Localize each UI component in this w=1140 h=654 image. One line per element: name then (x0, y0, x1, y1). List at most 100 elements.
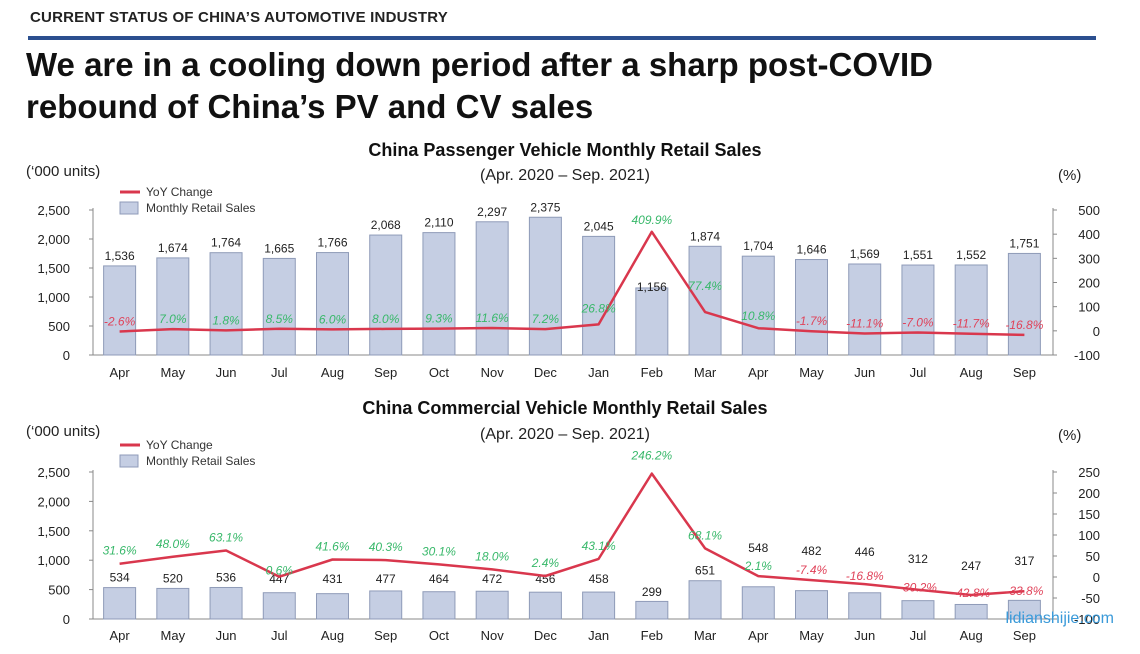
chart1-bar-value-label: 1,874 (690, 229, 720, 243)
chart2-yoy-value-label: -33.8% (1005, 584, 1043, 598)
chart1-yoy-value-label: -7.0% (902, 316, 934, 330)
chart2-bar-value-label: 477 (376, 572, 396, 586)
chart2-bar (422, 591, 456, 620)
chart2-legend-yoy: YoY Change (146, 438, 213, 452)
chart1-yoy-value-label: 8.5% (266, 312, 294, 326)
chart1-bar (741, 255, 775, 356)
chart1-bar-value-label: 1,674 (158, 241, 188, 255)
chart1-yoy-value-label: -16.8% (1005, 318, 1043, 332)
watermark: lidianshijie.com (1005, 610, 1115, 627)
chart1-y-tick-label: 2,500 (37, 203, 70, 218)
chart1-yoy-value-label: 9.3% (425, 312, 453, 326)
chart2-yoy-value-label: 43.1% (582, 539, 616, 553)
chart2-y2-tick-label: -50 (1081, 591, 1100, 606)
chart1-category-label: Mar (694, 365, 717, 380)
chart2-y-tick-label: 500 (48, 583, 70, 598)
chart2-yoy-value-label: 41.6% (315, 540, 349, 554)
chart1-bar (103, 265, 137, 356)
chart2-category-label: Jul (910, 628, 927, 643)
chart1-bar (422, 232, 456, 356)
chart2-yoy-value-label: 18.0% (475, 549, 509, 563)
chart1-category-label: Jan (588, 365, 609, 380)
chart2-yoy-value-label: 2.1% (744, 559, 773, 573)
chart1-bar-value-label: 1,536 (105, 249, 135, 263)
chart1-yoy-value-label: -2.6% (104, 314, 136, 328)
chart2-category-label: Jun (216, 628, 237, 643)
chart1-bar (635, 287, 669, 356)
chart1-bar-value-label: 1,646 (796, 243, 826, 257)
headline-line-2: rebound of China’s PV and CV sales (26, 88, 594, 125)
chart2-y2-tick-label: 100 (1078, 528, 1100, 543)
chart1-y2-tick-label: 200 (1078, 276, 1100, 291)
header-rule (28, 36, 1096, 40)
chart1-bar-value-label: 2,297 (477, 205, 507, 219)
chart1-category-label: Dec (534, 365, 558, 380)
chart1-yoy-value-label: -11.1% (846, 317, 883, 331)
section-label: CURRENT STATUS OF CHINA’S AUTOMOTIVE IND… (30, 9, 448, 26)
chart2-category-label: Sep (374, 628, 397, 643)
chart2-category-label: Apr (748, 628, 769, 643)
chart1-y2-tick-label: 0 (1093, 324, 1100, 339)
chart1-bar (156, 257, 190, 356)
chart2-category-label: Aug (321, 628, 344, 643)
chart2-category-label: Feb (641, 628, 663, 643)
chart2-category-label: Oct (429, 628, 450, 643)
chart1-yoy-value-label: -11.7% (953, 317, 990, 331)
chart2-category-label: Apr (109, 628, 130, 643)
chart2-bar-value-label: 536 (216, 570, 236, 584)
chart1-y2-axis-label: (%) (1058, 167, 1081, 184)
chart2-yoy-value-label: 30.1% (422, 544, 456, 558)
headline-line-1: We are in a cooling down period after a … (26, 46, 934, 83)
chart1-category-label: Aug (960, 365, 983, 380)
chart1-y2-tick-label: 100 (1078, 300, 1100, 315)
chart2-category-label: Jun (854, 628, 875, 643)
chart2-yoy-value-label: 246.2% (630, 449, 672, 463)
chart1-bar-value-label: 1,764 (211, 236, 241, 250)
chart2-bar-value-label: 312 (908, 552, 928, 566)
chart2-y2-tick-label: 250 (1078, 465, 1100, 480)
chart1-category-label: Sep (1013, 365, 1036, 380)
chart1-category-label: Nov (481, 365, 505, 380)
chart2-y-axis-label: (‘000 units) (26, 423, 100, 440)
chart2-bar-value-label: 247 (961, 559, 981, 573)
chart1-y2-tick-label: 500 (1078, 203, 1100, 218)
chart2-bar (1007, 599, 1041, 620)
chart1-yoy-value-label: 7.0% (159, 312, 187, 326)
chart2-bar-value-label: 464 (429, 572, 449, 586)
chart1-category-label: Jul (910, 365, 927, 380)
chart1-y-tick-label: 2,000 (37, 232, 70, 247)
chart2-bar-value-label: 651 (695, 564, 715, 578)
chart2-category-label: Jan (588, 628, 609, 643)
chart2-bar (262, 592, 296, 620)
chart1-bar (1007, 252, 1041, 356)
chart2-yoy-value-label: 40.3% (369, 540, 403, 554)
chart1-category-label: Jun (216, 365, 237, 380)
chart1-yoy-value-label: 409.9% (631, 213, 672, 227)
chart2-y2-tick-label: 150 (1078, 507, 1100, 522)
chart1-yoy-value-label: 7.2% (532, 312, 560, 326)
chart1-bar (954, 264, 988, 356)
chart1-y2-tick-label: 300 (1078, 251, 1100, 266)
chart2-bar-value-label: 534 (110, 571, 130, 585)
chart1-bar-value-label: 2,110 (424, 216, 453, 230)
chart2-yoy-value-label: -30.2% (899, 581, 937, 595)
chart2-category-label: Nov (481, 628, 505, 643)
chart1-y-tick-label: 1,500 (37, 261, 70, 276)
chart1-category-label: Sep (374, 365, 397, 380)
chart2-bar (582, 591, 616, 620)
chart2-yoy-value-label: 63.1% (209, 530, 243, 544)
chart2-category-label: Jul (271, 628, 288, 643)
chart1-bar-value-label: 1,704 (743, 239, 773, 253)
chart1-category-label: May (799, 365, 824, 380)
chart1-yoy-value-label: 26.8% (581, 301, 616, 315)
chart1-category-label: Oct (429, 365, 450, 380)
chart2-y-tick-label: 0 (63, 612, 70, 627)
chart1-bar (369, 234, 403, 356)
chart2-y2-tick-label: 50 (1086, 549, 1100, 564)
chart2-yoy-value-label: 0.6% (266, 564, 294, 578)
chart1-bar (475, 221, 509, 356)
chart1-yoy-line (119, 230, 1025, 337)
chart2-bar (209, 586, 243, 620)
chart2-legend-sales: Monthly Retail Sales (146, 454, 255, 468)
chart1-legend-sales: Monthly Retail Sales (146, 201, 255, 215)
